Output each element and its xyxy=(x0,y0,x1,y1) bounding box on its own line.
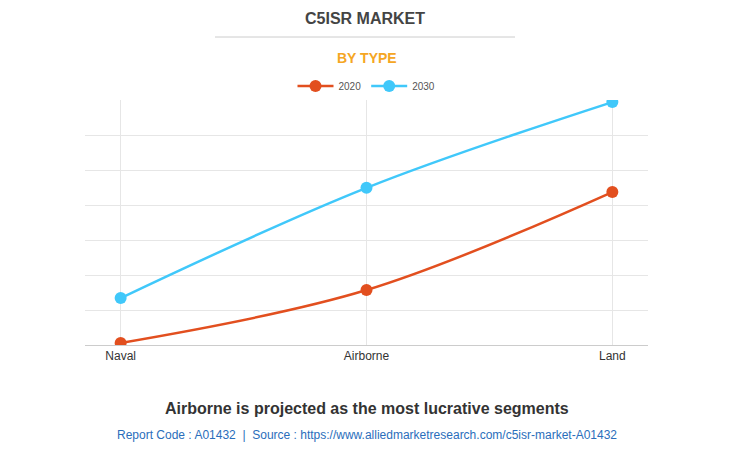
svg-text:Airborne: Airborne xyxy=(344,349,390,363)
svg-text:2030: 2030 xyxy=(412,81,435,92)
svg-text:2020: 2020 xyxy=(339,81,362,92)
svg-text:BY TYPE: BY TYPE xyxy=(337,50,397,66)
svg-text:Land: Land xyxy=(599,349,626,363)
svg-text:C5ISR MARKET: C5ISR MARKET xyxy=(305,10,425,27)
svg-text:Naval: Naval xyxy=(105,349,136,363)
svg-text:Airborne is projected as the m: Airborne is projected as the most lucrat… xyxy=(165,400,569,417)
svg-text:Report Code : A01432 | Sourc: Report Code : A01432 | Source : https://… xyxy=(117,428,617,442)
